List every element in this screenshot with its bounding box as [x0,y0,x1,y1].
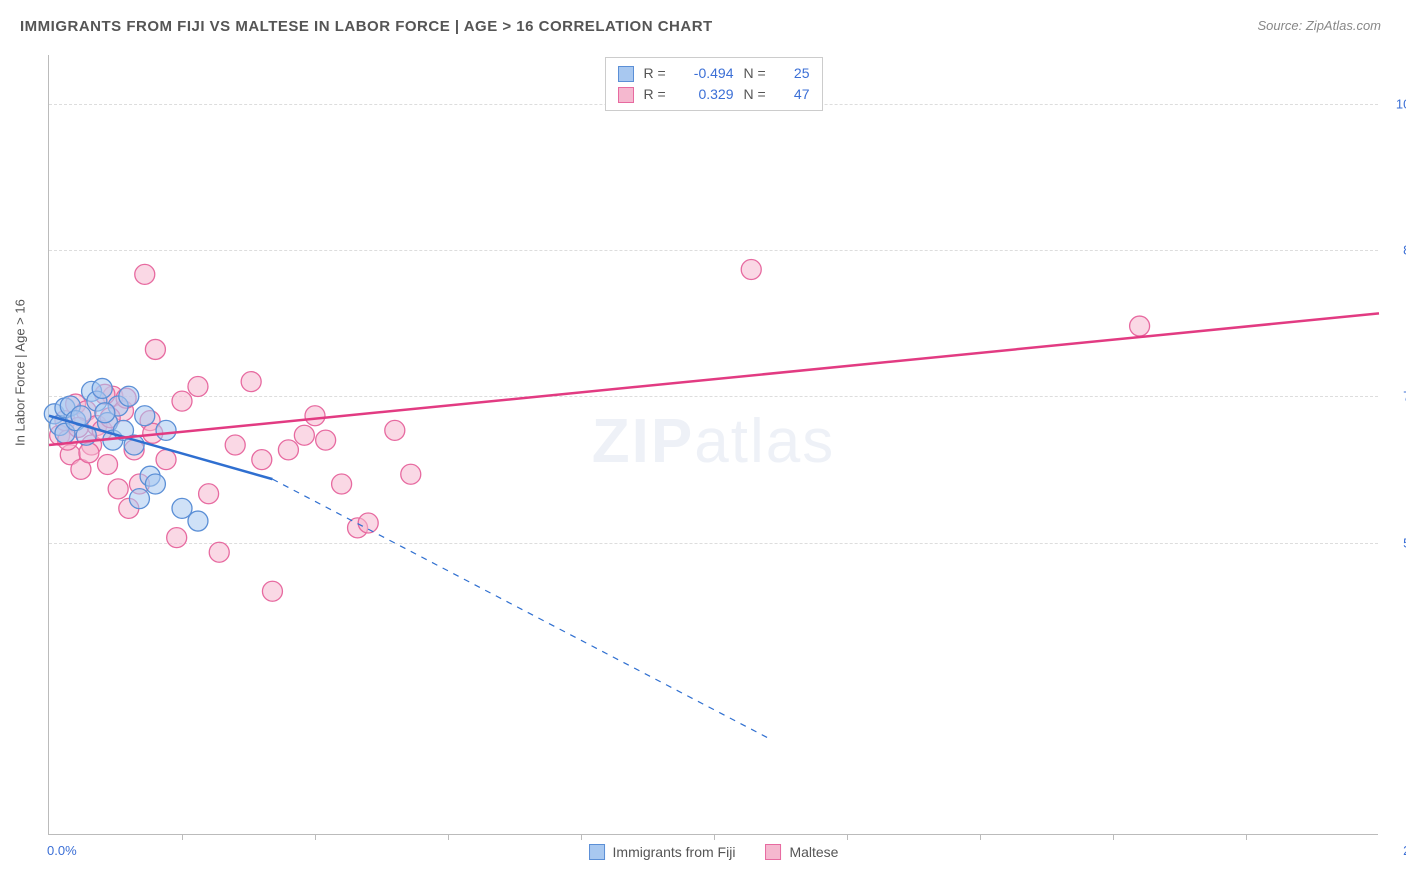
y-axis-title: In Labor Force | Age > 16 [13,299,28,446]
data-point [199,484,219,504]
series-swatch [765,844,781,860]
data-point [741,260,761,280]
data-point [385,420,405,440]
data-point [188,511,208,531]
data-point [252,450,272,470]
data-point [278,440,298,460]
data-point [156,450,176,470]
series-swatch [589,844,605,860]
x-tick [714,834,715,840]
correlation-stats-box: R = -0.494 N = 25 R = 0.329 N = 47 [605,57,823,111]
x-tick [847,834,848,840]
data-point [135,264,155,284]
series-swatch [618,87,634,103]
y-tick-label: 100.0% [1396,96,1406,111]
chart-svg [49,55,1378,834]
data-point [188,377,208,397]
chart-title: IMMIGRANTS FROM FIJI VS MALTESE IN LABOR… [20,18,713,35]
n-label: N = [744,84,770,105]
data-point [401,464,421,484]
data-point [145,474,165,494]
legend-item: Immigrants from Fiji [589,844,736,860]
legend-label: Immigrants from Fiji [613,844,736,860]
r-value: 0.329 [680,84,734,105]
plot-area: ZIPatlas R =-0.494N =25R =0.329N =47 0.0… [48,55,1378,835]
data-point [167,528,187,548]
r-value: -0.494 [680,63,734,84]
data-point [316,430,336,450]
x-tick [182,834,183,840]
x-tick [315,834,316,840]
data-point [262,581,282,601]
data-point [92,378,112,398]
n-value: 47 [780,84,810,105]
x-tick [448,834,449,840]
x-tick [980,834,981,840]
x-tick [1246,834,1247,840]
data-point [225,435,245,455]
r-label: R = [644,63,670,84]
x-tick [1113,834,1114,840]
data-point [98,455,118,475]
x-tick [581,834,582,840]
data-point [241,372,261,392]
n-label: N = [744,63,770,84]
data-point [129,489,149,509]
data-point [332,474,352,494]
x-axis-min-label: 0.0% [47,843,77,858]
data-point [156,420,176,440]
regression-line-extrapolated [272,479,767,737]
data-point [108,479,128,499]
series-legend: Immigrants from Fiji Maltese [589,844,839,860]
data-point [95,403,115,423]
data-point [209,542,229,562]
data-point [1130,316,1150,336]
series-swatch [618,66,634,82]
data-point [79,443,99,463]
legend-label: Maltese [789,844,838,860]
data-point [305,406,325,426]
data-point [172,391,192,411]
stats-row: R = 0.329 N = 47 [618,84,810,105]
stats-row: R = -0.494 N = 25 [618,63,810,84]
data-point [145,339,165,359]
legend-item: Maltese [765,844,838,860]
data-point [119,386,139,406]
source-attribution: Source: ZipAtlas.com [1257,18,1381,33]
r-label: R = [644,84,670,105]
n-value: 25 [780,63,810,84]
data-point [294,425,314,445]
data-point [135,406,155,426]
data-point [358,513,378,533]
